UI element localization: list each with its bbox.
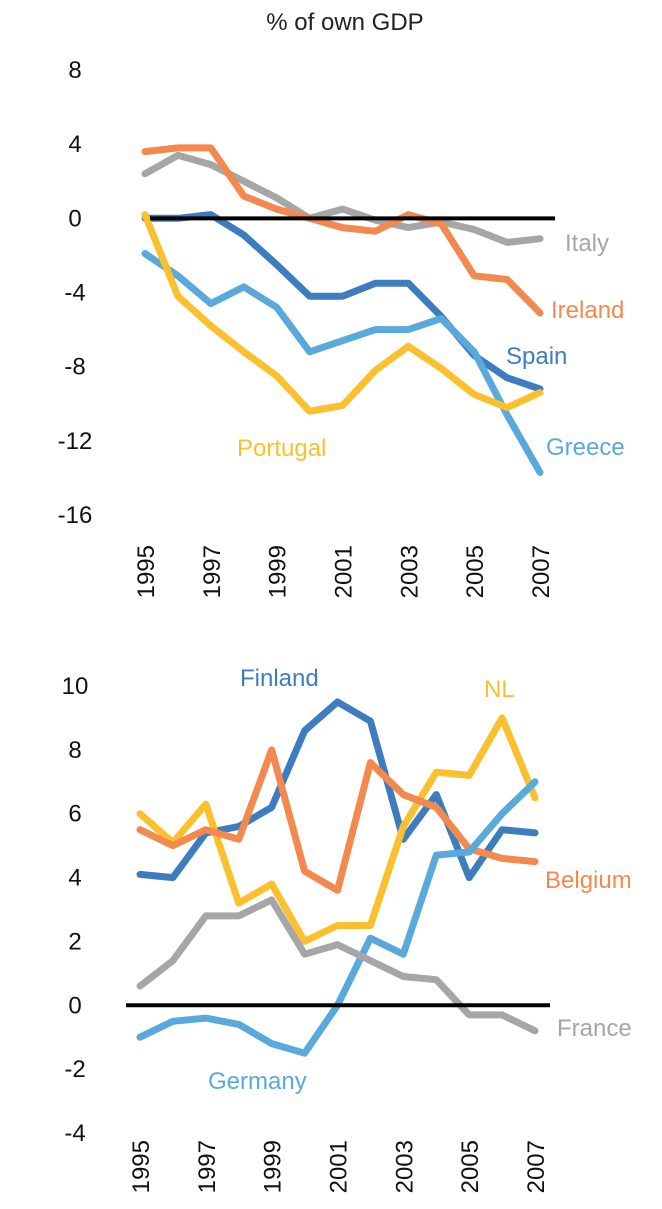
y-tick-label: 6 [68, 801, 81, 828]
series-label-finland: Finland [240, 665, 319, 692]
series-label-france: France [557, 1015, 632, 1042]
series-label-ireland: Ireland [551, 297, 624, 324]
x-tick-label: 1999 [265, 545, 292, 598]
y-tick-label: -2 [64, 1056, 85, 1083]
panel-top-chart: 8 4 0 -4 -8 -12 -16 1995 1997 1999 2001 2003 2005 200… [58, 57, 625, 598]
x-tick-label: 1997 [194, 1140, 221, 1193]
x-tick-label: 2007 [528, 545, 555, 598]
y-tick-label: 4 [68, 131, 81, 158]
series-label-belgium: Belgium [545, 867, 632, 894]
x-tick-label: 1999 [260, 1140, 287, 1193]
y-tick-label: -16 [58, 502, 93, 529]
x-tick-label: 2003 [391, 1140, 418, 1193]
y-tick-label: 8 [68, 737, 81, 764]
x-tick-label: 2005 [462, 545, 489, 598]
y-tick-label: -4 [64, 1120, 85, 1147]
y-tick-label: 4 [68, 865, 81, 892]
series-line-italy [141, 151, 544, 246]
x-tick-label: 2003 [396, 545, 423, 598]
series-line-france [136, 896, 539, 1035]
series-label-italy: Italy [565, 230, 609, 257]
y-tick-label: 0 [68, 992, 81, 1019]
series-line-portugal [141, 211, 544, 415]
x-tick-label: 2001 [331, 545, 358, 598]
x-tick-label: 1995 [128, 1140, 155, 1193]
y-tick-label: 8 [68, 57, 81, 84]
x-tick-label: 1997 [199, 545, 226, 598]
chart-title: % of own GDP [266, 9, 423, 36]
y-tick-label: 0 [68, 205, 81, 232]
series-label-portugal: Portugal [237, 435, 326, 462]
x-tick-label: 2005 [457, 1140, 484, 1193]
series-line-nl [136, 714, 539, 945]
series-label-germany: Germany [208, 1068, 307, 1095]
series-label-spain: Spain [506, 343, 567, 370]
series-label-greece: Greece [546, 434, 625, 461]
x-tick-label: 1995 [133, 545, 160, 598]
y-tick-label: 10 [62, 673, 89, 700]
series-line-ireland [141, 144, 544, 317]
y-tick-label: -12 [58, 428, 93, 455]
x-tick-label: 2007 [523, 1140, 550, 1193]
panel-bottom-chart: 10 8 6 4 2 0 -2 -4 1995 1997 1999 2001 2003 2005 2007 F… [62, 665, 632, 1193]
series-line-greece [141, 250, 544, 476]
y-tick-label: -4 [64, 280, 85, 307]
series-label-nl: NL [484, 676, 515, 703]
y-tick-label: 2 [68, 928, 81, 955]
x-tick-label: 2001 [326, 1140, 353, 1193]
y-tick-label: -8 [64, 354, 85, 381]
